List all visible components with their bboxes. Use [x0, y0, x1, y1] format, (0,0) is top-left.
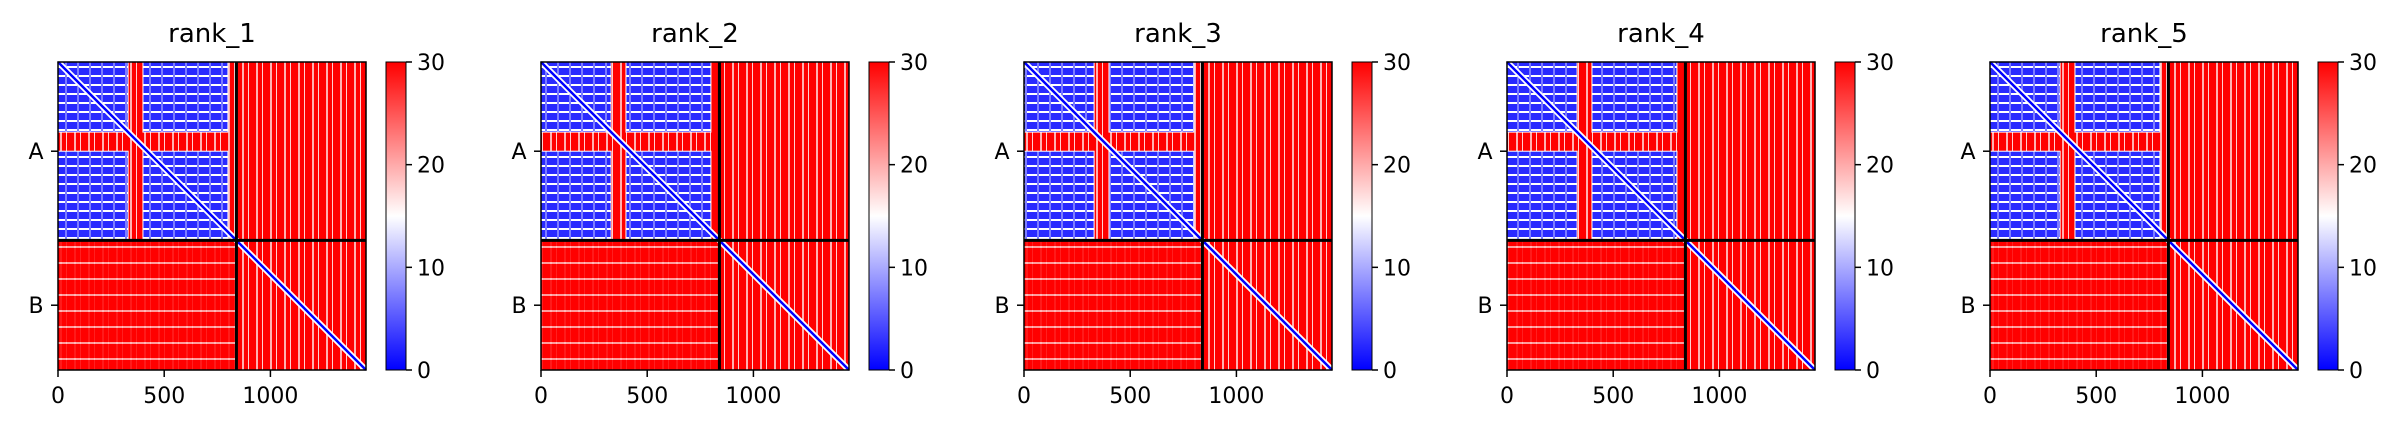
heatmap-low-block — [2074, 61, 2161, 133]
y-tick-label: B — [1960, 294, 1975, 319]
heatmap-diagonal — [1023, 61, 1333, 371]
heatmap-low-block — [1108, 150, 1195, 241]
y-tick-label: A — [1477, 140, 1492, 165]
axes-frame — [1989, 61, 2299, 371]
panel-title: rank_3 — [1134, 19, 1222, 49]
heatmap-low-block — [142, 61, 229, 133]
x-tick-label: 500 — [1109, 384, 1151, 409]
colorbar-tick-label: 10 — [417, 256, 445, 281]
x-tick-label: 0 — [534, 384, 548, 409]
x-tick-label: 1000 — [2174, 384, 2230, 409]
colorbar-tick-label: 0 — [1383, 359, 1397, 384]
x-tick-label: 500 — [2075, 384, 2117, 409]
colorbar — [868, 61, 890, 371]
heatmap-diagonal — [1989, 61, 2299, 371]
colorbar-tick-label: 10 — [2349, 256, 2377, 281]
y-tick-label: B — [511, 294, 526, 319]
colorbar — [1351, 61, 1373, 371]
panel-1: rank_1 0 500 1000 A B 0 10 20 30 — [28, 19, 445, 409]
panel-2: rank_2 0 500 1000 A B 0 10 20 30 — [511, 19, 928, 409]
panel-4: rank_4 0 500 1000 A B 0 10 20 30 — [1477, 19, 1894, 409]
colorbar-tick-label: 20 — [1383, 154, 1411, 179]
heatmap-low-block — [1989, 150, 2061, 241]
axes-frame — [540, 61, 850, 371]
x-tick-label: 1000 — [242, 384, 298, 409]
heatmap-low-block — [1591, 150, 1678, 241]
colorbar-tick-label: 20 — [2349, 154, 2377, 179]
panel-title: rank_1 — [168, 19, 256, 49]
heatmap-low-block — [625, 61, 712, 133]
x-tick-label: 0 — [1017, 384, 1031, 409]
colorbar — [2317, 61, 2339, 371]
heatmap-interchain-block — [1024, 240, 1203, 370]
axes-frame — [1023, 61, 1333, 371]
heatmap-diagonal — [57, 61, 367, 371]
heatmap-interchain-block — [1990, 240, 2169, 370]
colorbar-tick-label: 0 — [1866, 359, 1880, 384]
heatmap-interchain-block — [58, 240, 237, 370]
heatmap-low-block — [540, 150, 612, 241]
colorbar-tick-label: 30 — [900, 51, 928, 76]
x-tick-label: 1000 — [1691, 384, 1747, 409]
x-tick-label: 500 — [143, 384, 185, 409]
y-tick-label: B — [994, 294, 1009, 319]
colorbar-tick-label: 20 — [1866, 154, 1894, 179]
heatmap-diagonal — [540, 61, 850, 371]
x-tick-label: 500 — [1592, 384, 1634, 409]
y-tick-label: A — [994, 140, 1009, 165]
heatmap-diagonal — [1506, 61, 1816, 371]
x-tick-label: 500 — [626, 384, 668, 409]
panel-title: rank_4 — [1617, 19, 1705, 49]
colorbar-tick-label: 0 — [417, 359, 431, 384]
heatmap-interchain-block — [541, 240, 720, 370]
colorbar-tick-label: 10 — [900, 256, 928, 281]
heatmap-low-block — [1023, 150, 1095, 241]
colorbar-tick-label: 30 — [1866, 51, 1894, 76]
heatmap-low-block — [2074, 150, 2161, 241]
x-tick-label: 0 — [51, 384, 65, 409]
heatmap-low-block — [57, 150, 129, 241]
x-tick-label: 1000 — [1208, 384, 1264, 409]
colorbar-tick-label: 20 — [900, 154, 928, 179]
colorbar-tick-label: 30 — [1383, 51, 1411, 76]
y-tick-label: B — [1477, 294, 1492, 319]
y-tick-label: A — [28, 140, 43, 165]
y-tick-label: B — [28, 294, 43, 319]
panel-3: rank_3 0 500 1000 A B 0 10 20 30 — [994, 19, 1411, 409]
heatmap-low-block — [625, 150, 712, 241]
colorbar-tick-label: 30 — [417, 51, 445, 76]
heatmap-low-block — [1506, 150, 1578, 241]
colorbar-tick-label: 20 — [417, 154, 445, 179]
heatmap-low-block — [142, 150, 229, 241]
colorbar-tick-label: 0 — [900, 359, 914, 384]
colorbar-tick-label: 30 — [2349, 51, 2377, 76]
y-tick-label: A — [511, 140, 526, 165]
panel-title: rank_5 — [2100, 19, 2188, 49]
colorbar-tick-label: 0 — [2349, 359, 2363, 384]
panel-5: rank_5 0 500 1000 A B 0 10 20 30 — [1960, 19, 2377, 409]
x-tick-label: 0 — [1500, 384, 1514, 409]
colorbar-tick-label: 10 — [1866, 256, 1894, 281]
panel-title: rank_2 — [651, 19, 739, 49]
x-tick-label: 0 — [1983, 384, 1997, 409]
axes-frame — [1506, 61, 1816, 371]
colorbar — [385, 61, 407, 371]
heatmap-low-block — [1591, 61, 1678, 133]
y-tick-label: A — [1960, 140, 1975, 165]
colorbar-tick-label: 10 — [1383, 256, 1411, 281]
heatmap-low-block — [1108, 61, 1195, 133]
heatmap-interchain-block — [1507, 240, 1686, 370]
x-tick-label: 1000 — [725, 384, 781, 409]
axes-frame — [57, 61, 367, 371]
colorbar — [1834, 61, 1856, 371]
